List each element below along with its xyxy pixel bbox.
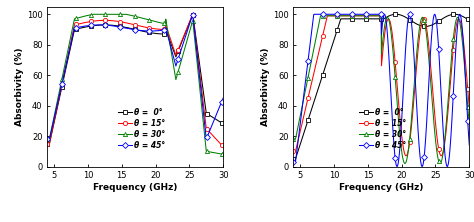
θ =  0°	[291, 158, 296, 160]
Line: θ = 30°: θ = 30°	[292, 14, 471, 166]
θ = 30°	[178, 61, 184, 63]
θ =  0°	[393, 13, 399, 16]
θ = 15°	[466, 106, 472, 109]
θ = 45°	[301, 90, 307, 93]
θ = 30°	[220, 153, 226, 156]
θ = 30°	[403, 161, 409, 164]
θ = 15°	[325, 14, 330, 17]
θ =  0°	[398, 14, 403, 16]
Line: θ = 15°: θ = 15°	[46, 13, 225, 149]
θ = 15°	[220, 145, 226, 148]
θ = 15°	[442, 137, 448, 140]
θ =  0°	[55, 102, 61, 105]
θ = 45°	[156, 29, 162, 32]
θ = 45°	[45, 138, 50, 141]
θ = 15°	[45, 142, 50, 145]
θ = 45°	[151, 30, 157, 32]
θ =  0°	[403, 16, 409, 19]
θ = 45°	[291, 161, 296, 163]
Y-axis label: Absorbivity (%): Absorbivity (%)	[15, 47, 24, 126]
θ = 30°	[393, 84, 399, 87]
θ = 30°	[466, 124, 472, 127]
θ = 15°	[403, 154, 409, 157]
θ = 45°	[220, 97, 226, 99]
θ = 15°	[398, 122, 403, 125]
θ =  0°	[466, 19, 472, 22]
θ = 45°	[311, 13, 317, 16]
θ = 45°	[445, 165, 450, 168]
Line: θ =  0°: θ = 0°	[46, 13, 225, 146]
θ = 30°	[91, 13, 96, 16]
θ = 30°	[291, 138, 296, 141]
θ = 15°	[151, 27, 157, 30]
θ = 45°	[424, 115, 430, 117]
Y-axis label: Absorbivity (%): Absorbivity (%)	[261, 47, 270, 126]
θ =  0°	[45, 142, 50, 145]
θ = 15°	[424, 31, 430, 34]
Legend: θ =  0°, θ = 15°, θ = 30°, θ = 45°: θ = 0°, θ = 15°, θ = 30°, θ = 45°	[118, 108, 165, 150]
θ = 30°	[301, 95, 307, 97]
θ = 30°	[402, 162, 408, 165]
θ = 15°	[403, 155, 409, 157]
θ = 30°	[45, 138, 50, 141]
θ = 45°	[466, 144, 472, 146]
θ =  0°	[220, 123, 226, 125]
θ =  0°	[190, 13, 195, 16]
θ = 15°	[291, 150, 296, 153]
θ = 15°	[55, 101, 61, 103]
X-axis label: Frequency (GHz): Frequency (GHz)	[93, 183, 177, 192]
θ = 45°	[196, 70, 202, 73]
θ =  0°	[196, 58, 202, 61]
X-axis label: Frequency (GHz): Frequency (GHz)	[339, 183, 424, 192]
Line: θ = 45°: θ = 45°	[292, 12, 471, 168]
Line: θ = 45°: θ = 45°	[46, 13, 225, 141]
θ = 30°	[318, 14, 323, 17]
θ = 15°	[146, 27, 152, 29]
θ = 15°	[190, 13, 195, 16]
θ = 15°	[196, 65, 202, 68]
θ = 45°	[146, 30, 152, 32]
θ = 15°	[178, 42, 183, 45]
θ = 45°	[55, 99, 61, 101]
θ =  0°	[151, 32, 157, 35]
θ = 30°	[424, 40, 430, 43]
Legend: θ =  0°, θ = 15°, θ = 30°, θ = 45°: θ = 0°, θ = 15°, θ = 30°, θ = 45°	[359, 108, 406, 150]
θ =  0°	[178, 43, 183, 46]
θ = 45°	[398, 139, 403, 142]
θ = 30°	[157, 21, 163, 24]
θ = 30°	[55, 96, 61, 98]
θ = 30°	[196, 79, 202, 82]
θ = 15°	[301, 113, 307, 115]
Line: θ =  0°: θ = 0°	[292, 12, 471, 161]
θ = 30°	[147, 19, 153, 22]
θ = 45°	[393, 162, 399, 164]
θ =  0°	[156, 32, 162, 35]
θ = 45°	[442, 154, 448, 157]
θ =  0°	[424, 25, 430, 28]
Line: θ = 30°: θ = 30°	[46, 12, 225, 157]
θ = 15°	[156, 28, 162, 31]
θ = 15°	[393, 68, 399, 71]
Line: θ = 15°: θ = 15°	[292, 14, 471, 158]
θ =  0°	[146, 31, 152, 34]
θ = 45°	[190, 13, 195, 16]
θ = 30°	[442, 133, 448, 136]
θ = 30°	[398, 139, 403, 142]
θ =  0°	[442, 16, 448, 18]
θ =  0°	[301, 131, 307, 133]
θ =  0°	[393, 13, 399, 16]
θ = 45°	[403, 46, 409, 49]
θ = 30°	[152, 20, 157, 23]
θ = 45°	[178, 50, 183, 52]
